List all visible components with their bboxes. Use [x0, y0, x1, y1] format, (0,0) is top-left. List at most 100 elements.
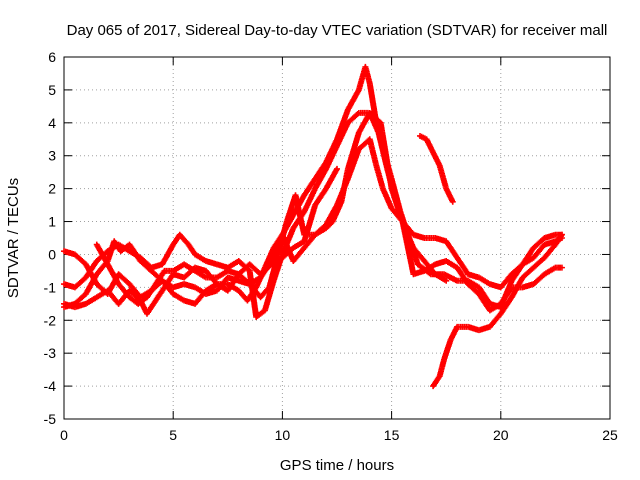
track-segment — [377, 121, 395, 190]
track-segment — [422, 262, 437, 273]
y-tick-label: 5 — [48, 82, 56, 98]
track-segment — [509, 275, 525, 299]
y-tick-label: 2 — [48, 181, 56, 197]
y-tick-label: -1 — [44, 279, 57, 295]
track-segment — [346, 111, 361, 125]
x-tick-label: 20 — [493, 427, 509, 443]
track-segment — [193, 289, 208, 306]
track-segment — [171, 262, 186, 273]
track-segment — [477, 275, 492, 287]
track-segment — [554, 264, 564, 271]
y-tick-label: 0 — [48, 246, 56, 262]
track-segment — [553, 233, 564, 247]
track-segment — [476, 292, 492, 312]
track-segment — [116, 282, 132, 299]
track-segment — [182, 262, 197, 273]
track-segment — [270, 255, 284, 267]
x-tick-label: 10 — [275, 427, 291, 443]
y-tick-label: -4 — [44, 378, 57, 394]
track-segment — [531, 272, 547, 286]
series-track-3 — [61, 109, 565, 311]
track-segment — [186, 243, 198, 256]
track-segment — [215, 268, 230, 280]
track-segment — [411, 246, 427, 263]
track-segment — [313, 187, 329, 207]
data-point — [443, 277, 450, 284]
track-segment — [373, 164, 386, 190]
track-segment — [254, 308, 267, 319]
track-segment — [171, 291, 186, 303]
track-segment — [84, 295, 99, 306]
track-segment — [389, 206, 405, 224]
track-segment — [455, 256, 471, 276]
track-segment — [258, 285, 272, 299]
track-segment — [554, 231, 564, 238]
track-segment — [292, 193, 307, 237]
track-segment — [466, 282, 481, 296]
track-segment — [138, 259, 154, 273]
track-segment — [323, 167, 340, 191]
track-segment — [399, 220, 417, 276]
track-segment — [136, 295, 149, 306]
x-tick-label: 5 — [169, 427, 177, 443]
track-segment — [313, 160, 329, 181]
y-tick-label: -5 — [44, 411, 57, 427]
track-segment — [127, 288, 143, 303]
track-segment — [437, 164, 449, 190]
track-segment — [345, 131, 362, 171]
track-segment — [380, 187, 394, 210]
track-segment — [433, 272, 448, 283]
chart-title: Day 065 of 2017, Sidereal Day-to-day VTE… — [67, 22, 608, 39]
track-segment — [258, 262, 274, 277]
series-track-5 — [93, 165, 340, 307]
track-segment — [193, 268, 208, 280]
track-segment — [145, 299, 158, 316]
track-segment — [73, 252, 88, 267]
track-segment — [280, 246, 296, 260]
track-segment — [345, 147, 362, 181]
track-segment — [162, 272, 176, 289]
track-segment — [145, 282, 158, 299]
track-segment — [455, 266, 471, 286]
track-segment — [83, 272, 99, 296]
track-segment — [73, 292, 88, 306]
track-segment — [323, 203, 340, 227]
track-segment — [226, 282, 241, 293]
track-segment — [291, 239, 306, 250]
track-segment — [476, 285, 492, 306]
track-segment — [531, 242, 547, 260]
track-segment — [323, 144, 340, 171]
y-tick-label: 6 — [48, 49, 56, 65]
track-segment — [367, 137, 379, 167]
track-segment — [531, 236, 547, 250]
track-segment — [302, 187, 318, 214]
series-track-7 — [430, 231, 565, 390]
track-segment — [520, 265, 536, 280]
track-segment — [83, 259, 99, 280]
track-segment — [356, 111, 372, 135]
track-segment — [334, 177, 351, 207]
track-segment — [431, 374, 442, 388]
track-segment — [498, 295, 514, 316]
y-tick-label: -3 — [44, 345, 57, 361]
x-tick-label: 15 — [384, 427, 400, 443]
track-segment — [521, 255, 535, 267]
track-segment — [73, 275, 88, 290]
track-segment — [437, 358, 447, 378]
track-segment — [302, 233, 318, 250]
data-point — [449, 198, 456, 205]
track-segment — [418, 133, 428, 142]
track-segment — [302, 177, 318, 197]
grid-lines — [64, 57, 610, 419]
plot-frame — [63, 56, 611, 420]
track-segment — [542, 242, 558, 260]
track-segment — [116, 272, 132, 286]
track-segment — [312, 167, 329, 191]
track-segment — [291, 246, 307, 263]
track-segment — [345, 88, 362, 112]
track-segment — [313, 222, 328, 237]
data-series — [61, 63, 565, 390]
data-point — [334, 165, 340, 172]
track-segment — [368, 111, 383, 125]
track-segment — [498, 285, 514, 306]
